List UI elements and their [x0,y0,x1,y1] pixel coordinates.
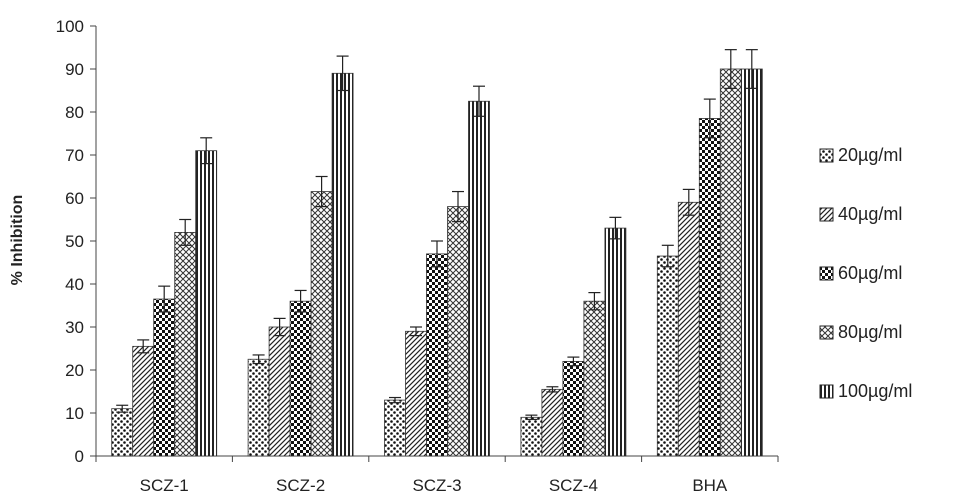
error-bar [252,354,265,365]
x-category-label: SCZ-4 [549,476,598,495]
y-tick-label: 20 [65,361,84,380]
bars-group [111,49,763,457]
error-bar [588,292,601,311]
bar-20gml-scz-2 [247,358,270,457]
error-bar [158,285,171,313]
y-tick-label: 100 [56,17,84,36]
error-bar [473,85,485,117]
error-bar [137,339,150,354]
legend-label: 60µg/ml [838,263,902,283]
bar-60gml-bha [698,118,721,457]
legend-item: 40µg/ml [819,204,902,224]
y-tick-label: 60 [65,189,84,208]
bar-20gml-scz-4 [520,416,543,457]
error-bar [661,244,674,268]
y-tick-label: 40 [65,275,84,294]
y-tick-label: 10 [65,404,84,423]
legend: 20µg/ml 40µg/ml 60µg/ml 80µg/ml 100µg/ml [819,145,912,401]
bar-60gml-scz-4 [562,360,585,457]
error-bar [179,218,192,246]
bar-20gml-bha [656,255,679,457]
bar-100gml-scz-3 [468,100,490,457]
bar-100gml-bha [740,68,763,457]
error-bar [389,396,401,404]
legend-label: 40µg/ml [838,204,902,224]
y-tick-label: 30 [65,318,84,337]
error-bar [294,289,307,313]
bar-80gml-scz-4 [583,300,606,457]
y-tick-label: 70 [65,146,84,165]
error-bar [682,188,695,216]
bar-40gml-scz-1 [132,345,155,457]
error-bar [567,356,580,367]
bar-60gml-scz-1 [153,298,176,457]
error-bar [546,386,559,393]
error-bar [116,404,129,413]
error-bar [745,49,758,89]
legend-item: 80µg/ml [819,322,902,342]
legend-swatch [819,148,834,163]
y-tick-label: 0 [75,447,84,466]
error-bar [703,98,716,139]
bar-80gml-scz-3 [447,206,469,457]
y-tick-label: 90 [65,60,84,79]
y-tick-label: 50 [65,232,84,251]
error-bar [200,137,213,165]
error-bar [609,216,622,240]
bar-20gml-scz-1 [111,408,134,457]
legend-swatch [819,207,834,222]
bar-60gml-scz-2 [289,300,312,457]
error-bar [410,326,422,337]
bar-80gml-scz-1 [174,231,197,457]
legend-item: 100µg/ml [819,381,912,401]
error-bar [336,55,349,92]
bar-40gml-scz-2 [268,326,291,457]
legend-label: 100µg/ml [838,381,912,401]
bar-100gml-scz-1 [195,150,218,457]
bar-40gml-scz-4 [541,388,564,457]
error-bar [431,240,443,268]
legend-swatch [819,266,834,281]
legend-label: 80µg/ml [838,322,902,342]
bar-20gml-scz-3 [384,399,406,457]
bar-100gml-scz-2 [331,72,354,457]
bar-40gml-bha [677,201,700,457]
y-axis: 0 10 20 30 40 50 60 70 80 90 100 [56,17,97,466]
legend-item: 20µg/ml [819,145,902,165]
error-bar [452,190,464,223]
y-axis-title: % Inhibition [9,195,26,286]
legend-item: 60µg/ml [819,263,902,283]
x-category-label: SCZ-1 [140,476,189,495]
bar-100gml-scz-4 [604,227,627,457]
y-tick-label: 80 [65,103,84,122]
x-category-label: BHA [692,476,728,495]
x-axis: SCZ-1 SCZ-2 SCZ-3 SCZ-4 BHA [95,455,779,495]
error-bar [525,414,538,421]
x-category-label: SCZ-3 [412,476,461,495]
bar-80gml-bha [719,68,742,457]
x-category-label: SCZ-2 [276,476,325,495]
bar-60gml-scz-3 [426,253,448,457]
bar-80gml-scz-2 [310,191,333,457]
error-bar [315,175,328,208]
legend-label: 20µg/ml [838,145,902,165]
error-bar [273,317,286,337]
legend-swatch [819,384,834,399]
legend-swatch [819,325,834,340]
bar-40gml-scz-3 [405,330,427,457]
error-bar [724,49,737,89]
